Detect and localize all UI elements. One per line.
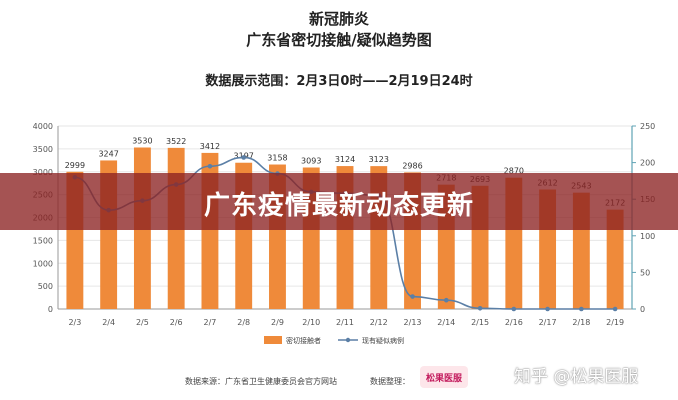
line-point: [545, 306, 550, 312]
legend-swatch-bar: [264, 336, 282, 344]
line-point: [612, 306, 618, 312]
data-organizer-label: 数据整理：: [370, 377, 410, 386]
x-tick-label: 2/12: [370, 318, 388, 327]
y-right-tick-label: 100: [640, 232, 655, 241]
line-point: [410, 294, 415, 299]
y-right-tick-label: 200: [640, 159, 655, 168]
y-left-tick-label: 0: [48, 305, 53, 314]
x-tick-label: 2/3: [68, 318, 81, 327]
x-tick-label: 2/13: [404, 318, 422, 327]
bar-data-label: 2870: [504, 167, 524, 176]
bar-data-label: 3123: [369, 155, 389, 164]
y-left-tick-label: 500: [38, 282, 53, 291]
headline-text: 广东疫情最新动态更新: [203, 191, 474, 221]
bar-data-label: 3247: [98, 149, 118, 158]
x-tick-label: 2/19: [606, 318, 624, 327]
bar-data-label: 3158: [267, 154, 287, 163]
y-right-tick-label: 250: [640, 122, 655, 131]
bar-data-label: 2986: [402, 161, 422, 170]
line-point: [511, 306, 517, 312]
bar-data-label: 2999: [65, 161, 85, 170]
x-tick-label: 2/4: [102, 318, 115, 327]
x-tick-label: 2/6: [170, 318, 183, 327]
y-left-tick-label: 4000: [33, 122, 53, 131]
bar-data-label: 3412: [200, 142, 220, 151]
y-left-tick-label: 1500: [33, 236, 53, 245]
legend-swatch-marker: [345, 337, 351, 343]
x-tick-label: 2/18: [572, 318, 590, 327]
x-tick-label: 2/15: [471, 318, 489, 327]
legend-label-bar: 密切接触者: [286, 336, 321, 345]
x-tick-label: 2/10: [302, 318, 320, 327]
x-tick-label: 2/11: [336, 318, 354, 327]
line-point: [207, 163, 213, 169]
brand-logo-text: 松果医服: [425, 374, 462, 384]
bar-data-label: 3522: [166, 137, 186, 146]
chart-title: 新冠肺炎: [308, 10, 369, 28]
line-point: [443, 297, 449, 303]
x-tick-label: 2/5: [136, 318, 149, 327]
line-point: [477, 305, 483, 311]
watermark: 知乎 @松果医服: [514, 367, 639, 387]
y-left-tick-label: 3000: [33, 168, 53, 177]
x-tick-label: 2/16: [505, 318, 523, 327]
x-tick-label: 2/7: [204, 318, 217, 327]
headline-banner: 广东疫情最新动态更新: [0, 173, 678, 230]
bar: [606, 209, 624, 309]
brand-logo: 松果医服: [420, 366, 468, 388]
x-tick-label: 2/17: [539, 318, 557, 327]
chart-subtitle: 广东省密切接触/疑似趋势图: [246, 31, 432, 49]
bar-data-label: 3093: [301, 156, 321, 165]
line-point: [241, 155, 247, 160]
bar-data-label: 3124: [335, 155, 355, 164]
y-left-tick-label: 3500: [33, 145, 53, 154]
x-tick-label: 2/8: [237, 318, 250, 327]
legend-label-line: 现有疑似病例: [362, 336, 404, 345]
data-range-label: 数据展示范围：2月3日0时——2月19日24时: [205, 74, 473, 89]
line-point: [579, 306, 584, 312]
x-tick-label: 2/9: [271, 318, 284, 327]
x-tick-label: 2/14: [437, 318, 455, 327]
y-right-tick-label: 50: [640, 268, 650, 277]
y-right-tick-label: 0: [640, 305, 645, 314]
y-left-tick-label: 1000: [33, 259, 53, 268]
bar-data-label: 3530: [132, 137, 152, 146]
data-source-text: 数据来源：广东省卫生健康委员会官方网站: [185, 377, 337, 386]
